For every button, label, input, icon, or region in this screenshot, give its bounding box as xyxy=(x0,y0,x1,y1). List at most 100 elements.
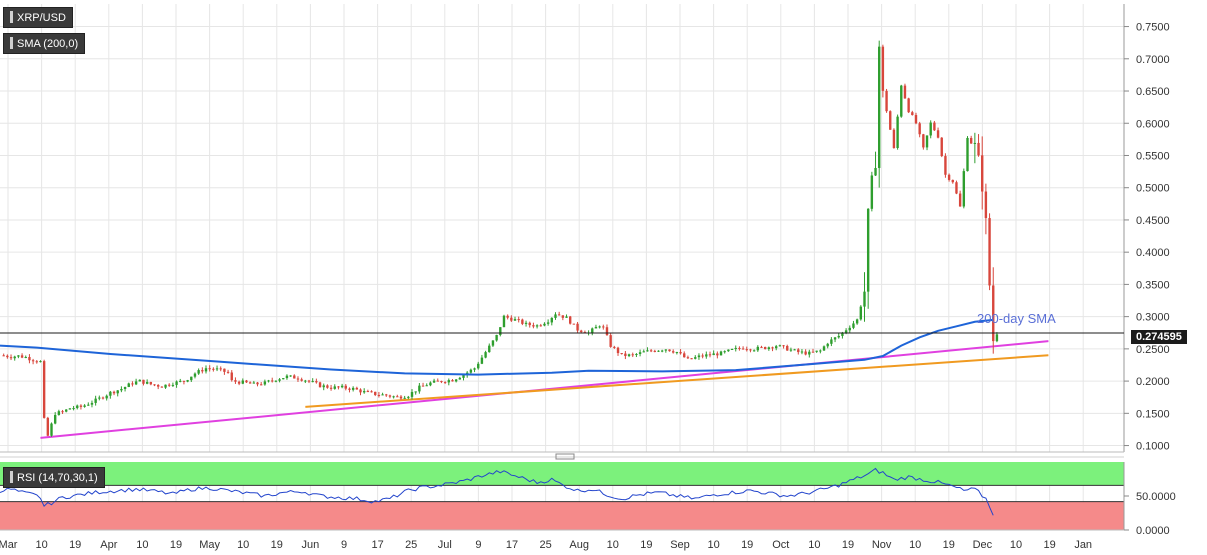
candle-body xyxy=(193,373,197,377)
candle-body xyxy=(727,349,730,352)
x-axis-ticks: Mar 10 19 Apr 10 19 May 10 19 Jun 9 17 25 Jul 9 17 25 Aug… xyxy=(0,539,1092,551)
candle-body xyxy=(977,142,980,156)
x-tick-label: Oct xyxy=(772,539,789,551)
candle-body xyxy=(782,345,785,347)
candle-body xyxy=(528,322,531,326)
candle-body xyxy=(841,332,844,336)
candle-body xyxy=(940,137,943,157)
candle-body xyxy=(127,383,130,388)
candle-body xyxy=(517,319,520,321)
candle-body xyxy=(510,317,513,321)
candle-body xyxy=(513,319,517,321)
y-tick-label: 0.3500 xyxy=(1136,279,1170,291)
candle-body xyxy=(778,345,782,347)
candle-body xyxy=(712,353,715,356)
x-tick-label: 10 xyxy=(237,539,249,551)
candle-body xyxy=(649,350,653,352)
legend-swatch xyxy=(10,471,13,483)
candle-body xyxy=(329,387,333,389)
candle-body xyxy=(694,357,697,359)
candle-body xyxy=(337,386,340,388)
candle-body xyxy=(988,218,991,286)
symbol-legend[interactable]: XRP/USD xyxy=(3,7,73,28)
legend-swatch xyxy=(10,11,13,23)
candle-body xyxy=(605,327,609,336)
candle-body xyxy=(815,350,818,352)
candle-body xyxy=(76,405,79,409)
candle-body xyxy=(156,385,160,387)
candle-body xyxy=(134,381,138,385)
candle-body xyxy=(870,175,874,209)
rsi-legend[interactable]: RSI (14,70,30,1) xyxy=(3,467,105,488)
rsi-oversold-zone xyxy=(0,501,1124,530)
x-tick-label: 9 xyxy=(475,539,481,551)
candle-body xyxy=(87,404,90,406)
candle-body xyxy=(252,382,256,384)
candle-body xyxy=(900,85,903,117)
candle-body xyxy=(351,387,355,390)
candle-body xyxy=(440,381,443,383)
candle-body xyxy=(50,423,53,436)
candle-body xyxy=(708,354,712,356)
candle-body xyxy=(197,370,200,374)
candlestick-series xyxy=(2,40,999,437)
candle-body xyxy=(609,335,612,347)
candle-body xyxy=(271,380,274,382)
candle-body xyxy=(730,348,734,350)
x-tick-label: 10 xyxy=(707,539,719,551)
candle-body xyxy=(359,389,362,393)
candle-body xyxy=(469,369,473,373)
candle-body xyxy=(447,380,450,383)
rsi-panel xyxy=(0,462,1124,530)
x-tick-label: Jan xyxy=(1074,539,1092,551)
candle-body xyxy=(613,346,616,348)
candle-body xyxy=(808,351,811,355)
candle-body xyxy=(90,402,94,405)
candle-body xyxy=(660,350,664,352)
candle-body xyxy=(17,355,20,357)
sma-legend[interactable]: SMA (200,0) xyxy=(3,33,86,54)
candle-body xyxy=(164,384,167,388)
candle-body xyxy=(786,345,789,351)
candle-body xyxy=(837,335,840,338)
x-tick-label: Aug xyxy=(569,539,589,551)
x-tick-label: Dec xyxy=(973,539,993,551)
candle-body xyxy=(204,368,208,372)
candle-body xyxy=(300,379,303,381)
candle-body xyxy=(333,386,336,389)
candle-body xyxy=(918,123,921,135)
candle-body xyxy=(995,334,999,342)
candle-body xyxy=(657,350,660,352)
candle-body xyxy=(859,306,863,320)
candle-body xyxy=(179,380,182,382)
candle-body xyxy=(546,322,550,324)
y-tick-label: 0.4500 xyxy=(1136,215,1170,227)
x-tick-label: Nov xyxy=(872,539,892,551)
candle-body xyxy=(83,405,86,407)
candle-body xyxy=(561,315,565,318)
candle-body xyxy=(443,382,447,384)
candle-body xyxy=(793,349,796,351)
candle-body xyxy=(775,346,778,349)
candle-body xyxy=(410,392,414,397)
candle-body xyxy=(304,380,307,382)
candle-body xyxy=(370,391,373,393)
candle-body xyxy=(65,409,68,412)
candle-body xyxy=(569,316,572,324)
candle-body xyxy=(683,353,686,358)
candle-body xyxy=(554,314,557,318)
candle-body xyxy=(480,357,484,364)
candle-body xyxy=(881,46,885,91)
rsi-legend-label: RSI (14,70,30,1) xyxy=(17,472,98,484)
candle-body xyxy=(896,116,899,149)
candle-body xyxy=(506,315,509,318)
x-tick-label: 10 xyxy=(808,539,820,551)
x-tick-label: 25 xyxy=(539,539,551,551)
candle-body xyxy=(962,171,966,207)
candle-body xyxy=(112,391,116,394)
candle-body xyxy=(362,391,366,393)
candle-body xyxy=(278,379,281,381)
candle-body xyxy=(484,352,487,358)
candle-body xyxy=(672,351,675,353)
candle-body xyxy=(348,388,351,390)
